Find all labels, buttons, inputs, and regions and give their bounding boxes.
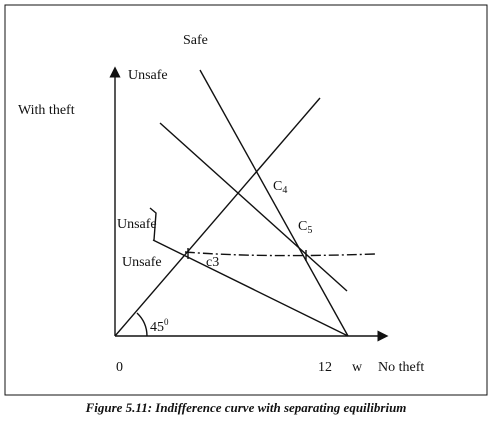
label-part: C: [273, 179, 282, 194]
label: Safe: [183, 33, 208, 48]
label-part: 5: [307, 225, 312, 236]
label: C4: [273, 179, 287, 196]
label: 12: [318, 360, 332, 375]
frame: [4, 4, 488, 396]
certainty-line: [114, 97, 321, 337]
caption: Figure 5.11: Indifference curve with sep…: [85, 400, 407, 415]
label: Unsafe: [122, 255, 162, 270]
label-part: 45: [150, 320, 164, 335]
label: 450: [150, 317, 169, 335]
indifference-line: [159, 122, 348, 292]
label: Unsafe: [117, 217, 157, 232]
label: 0: [116, 360, 123, 375]
label-part: 0: [164, 317, 169, 327]
label-part: C: [298, 219, 307, 234]
curve-stub: [149, 207, 157, 241]
budget-line-unsafe: [152, 239, 349, 337]
budget-line-safe: [199, 69, 349, 337]
label: No theft: [378, 360, 424, 375]
dash-dot-curve: [184, 251, 376, 257]
angle-arc: [136, 312, 148, 337]
label: Unsafe: [128, 68, 168, 83]
label: C5: [298, 219, 312, 236]
label-part: 4: [282, 185, 287, 196]
label: With theft: [18, 103, 75, 118]
label: c3: [206, 255, 219, 270]
label: w: [352, 360, 363, 375]
